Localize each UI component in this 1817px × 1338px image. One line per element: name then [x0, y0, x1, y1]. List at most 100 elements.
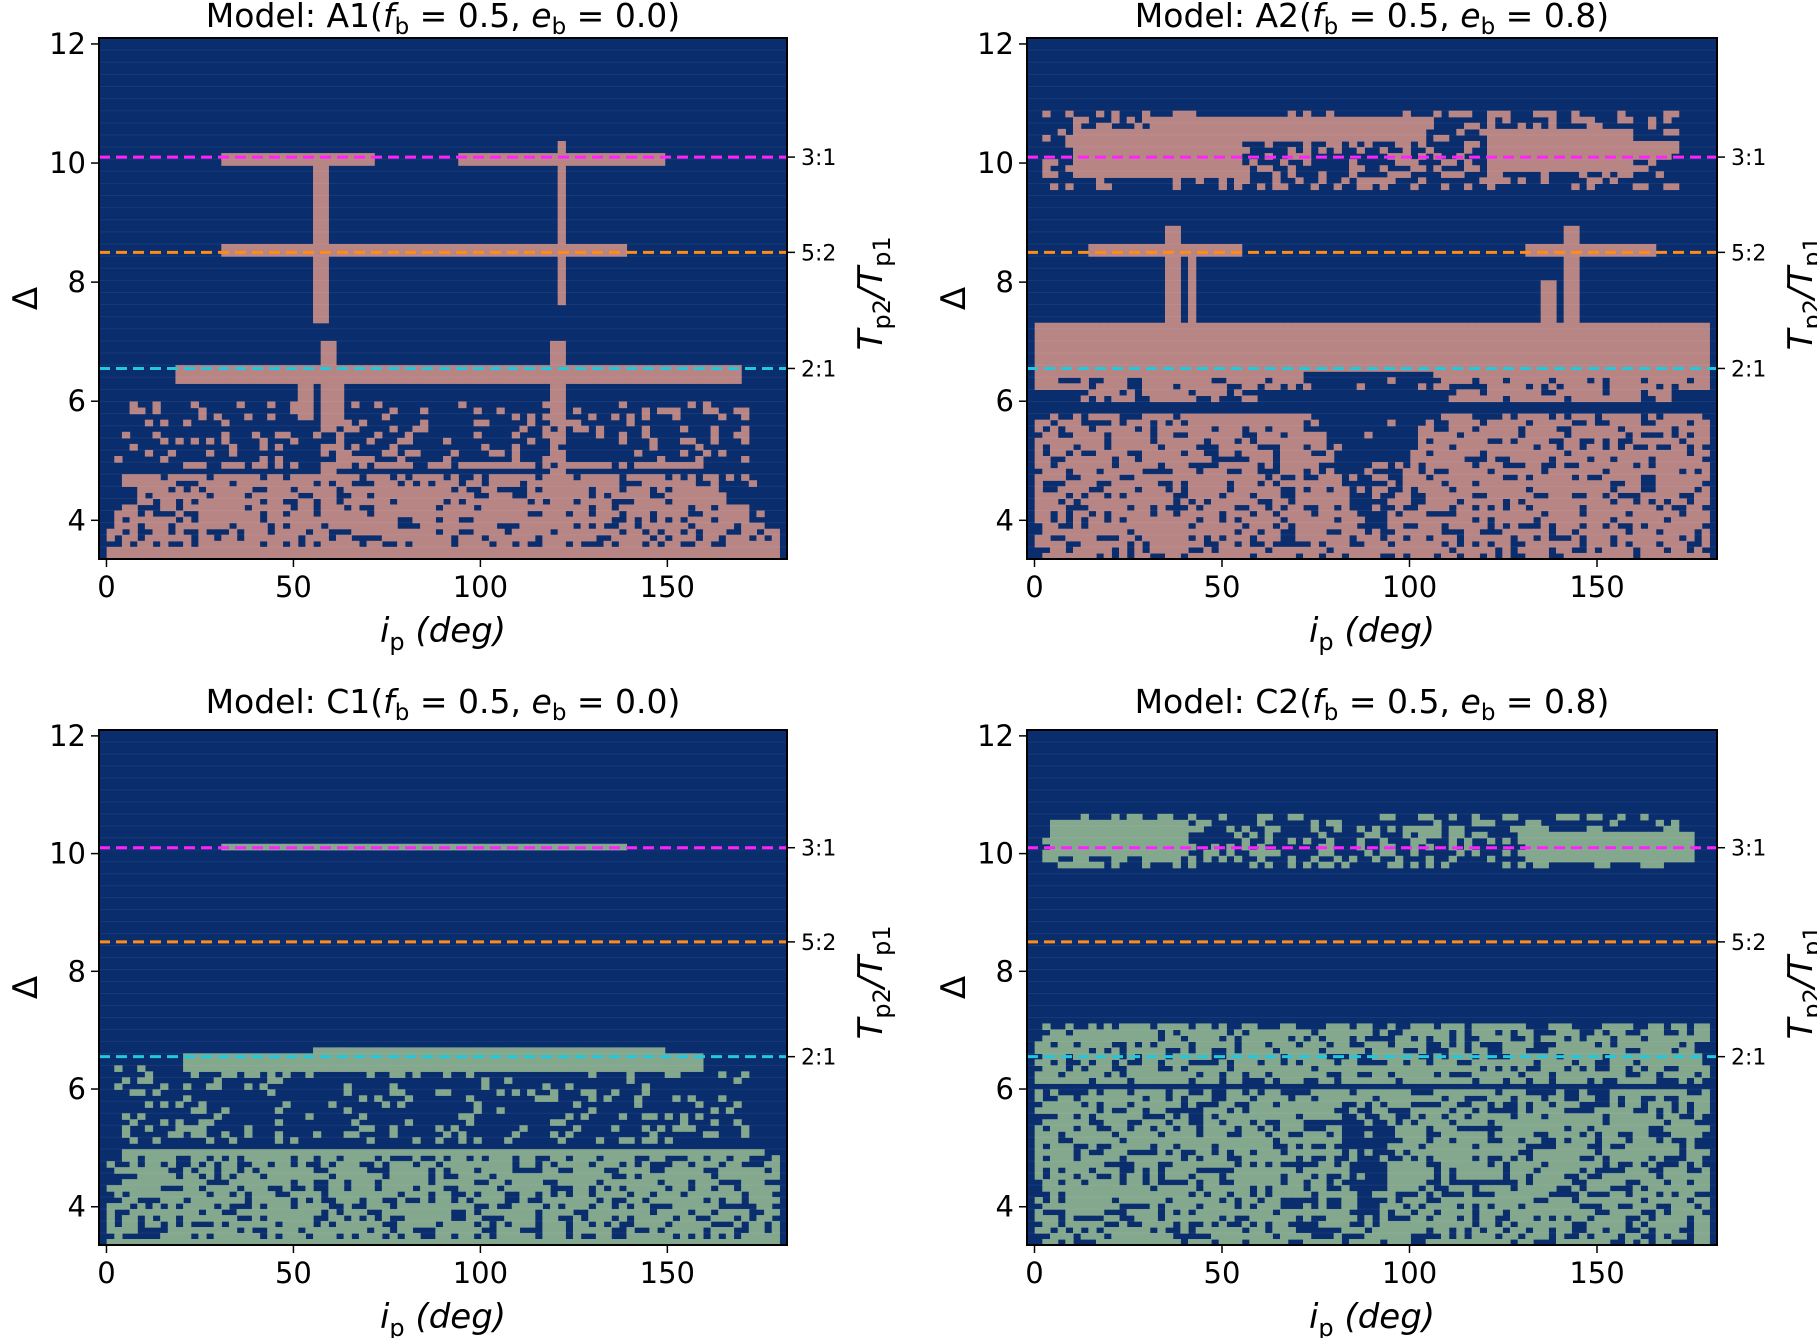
- heatmap-cell: [1594, 353, 1603, 360]
- heatmap-cell: [121, 534, 131, 542]
- heatmap-cell: [427, 462, 436, 469]
- heatmap-cell: [374, 480, 383, 487]
- heatmap-cell: [588, 377, 597, 384]
- heatmap-cell: [473, 431, 482, 439]
- heatmap-cell: [1172, 371, 1181, 378]
- heatmap-cell: [1080, 371, 1089, 378]
- heatmap-cell: [1149, 340, 1158, 348]
- heatmap-cell: [343, 462, 352, 469]
- heatmap-cell: [1510, 389, 1519, 397]
- heatmap-cell: [1487, 510, 1496, 518]
- heatmap-cell: [626, 516, 635, 524]
- heatmap-cell: [297, 486, 306, 493]
- heatmap-cell: [1494, 534, 1503, 542]
- heatmap-cell: [1341, 510, 1350, 518]
- heatmap-cell: [1594, 359, 1603, 366]
- heatmap-cell: [1241, 552, 1250, 560]
- heatmap-cell: [206, 540, 215, 548]
- heatmap-cell: [1410, 322, 1419, 330]
- heatmap-cell: [1525, 425, 1534, 433]
- heatmap-cell: [534, 552, 543, 560]
- heatmap-cell: [1264, 552, 1273, 560]
- heatmap-cell: [1073, 359, 1082, 366]
- heatmap-cell: [1333, 353, 1342, 360]
- heatmap-cell: [550, 552, 559, 560]
- heatmap-cell: [206, 534, 215, 542]
- heatmap-cell: [687, 546, 696, 554]
- heatmap-cell: [550, 346, 559, 354]
- heatmap-cell: [1111, 419, 1120, 427]
- heatmap-cell: [550, 407, 559, 415]
- heatmap-cell: [1165, 340, 1174, 348]
- heatmap-cell: [458, 486, 467, 493]
- heatmap-cell: [1433, 371, 1442, 378]
- heatmap-cell: [1295, 468, 1304, 475]
- heatmap-cell: [1356, 128, 1365, 136]
- heatmap-cell: [1050, 353, 1059, 360]
- heatmap-cell: [1088, 456, 1097, 463]
- heatmap-cell: [313, 534, 322, 542]
- heatmap-cell: [1149, 474, 1158, 481]
- heatmap-cell: [1571, 425, 1580, 433]
- heatmap-cell: [1264, 486, 1273, 493]
- heatmap-cell: [1126, 456, 1135, 463]
- heatmap-cell: [1379, 177, 1388, 184]
- heatmap-cell: [527, 437, 536, 445]
- heatmap-cell: [1479, 468, 1488, 475]
- heatmap-cell: [374, 528, 383, 536]
- heatmap-cell: [358, 516, 368, 524]
- heatmap-cell: [1379, 183, 1388, 191]
- heatmap-cell: [1088, 504, 1097, 512]
- heatmap-cell: [603, 462, 612, 469]
- heatmap-cell: [488, 492, 498, 500]
- heatmap-cell: [1134, 353, 1143, 360]
- heatmap-cell: [1372, 486, 1381, 493]
- heatmap-cell: [259, 243, 268, 251]
- heatmap-cell: [1088, 322, 1097, 330]
- heatmap-cell: [1579, 153, 1588, 160]
- heatmap-cell: [1464, 480, 1473, 487]
- x-axis-label: ip (deg): [380, 611, 506, 656]
- heatmap-cell: [297, 371, 306, 378]
- heatmap-cell: [679, 552, 689, 560]
- heatmap-cell: [290, 474, 299, 481]
- heatmap-cell: [542, 492, 551, 500]
- heatmap-cell: [687, 474, 696, 481]
- heatmap-cell: [1096, 371, 1105, 378]
- heatmap-cell: [458, 510, 467, 518]
- heatmap-cell: [1195, 437, 1204, 445]
- heatmap-cell: [1234, 522, 1243, 530]
- heatmap-cell: [1694, 480, 1703, 487]
- heatmap-cell: [1257, 437, 1266, 445]
- heatmap-cell: [1234, 165, 1243, 172]
- heatmap-cell: [351, 510, 360, 518]
- heatmap-cell: [1556, 522, 1565, 530]
- heatmap-cell: [1487, 140, 1496, 148]
- heatmap-cell: [1142, 498, 1151, 506]
- heatmap-cell: [1425, 322, 1434, 330]
- heatmap-cell: [649, 498, 658, 506]
- heatmap-cell: [1356, 383, 1365, 390]
- heatmap-cell: [1050, 540, 1059, 548]
- heatmap-cell: [1234, 134, 1243, 142]
- heatmap-cell: [1272, 177, 1281, 184]
- heatmap-cell: [198, 407, 207, 415]
- heatmap-cell: [251, 377, 261, 384]
- heatmap-cell: [1548, 395, 1557, 403]
- heatmap-cell: [412, 504, 421, 512]
- heatmap-cell: [1494, 522, 1503, 530]
- heatmap-cell: [313, 231, 322, 239]
- heatmap-cell: [274, 546, 284, 554]
- heatmap-cell: [1287, 383, 1296, 390]
- heatmap-cell: [1372, 353, 1381, 360]
- heatmap-cell: [1517, 456, 1526, 463]
- heatmap-cell: [1195, 116, 1204, 124]
- heatmap-cell: [175, 522, 184, 530]
- heatmap-cell: [1080, 462, 1089, 469]
- heatmap-cell: [1318, 134, 1327, 142]
- heatmap-cell: [228, 492, 238, 500]
- heatmap-cell: [1218, 371, 1227, 378]
- heatmap-cell: [1402, 328, 1411, 336]
- heatmap-cell: [397, 456, 406, 463]
- heatmap-cell: [121, 552, 131, 560]
